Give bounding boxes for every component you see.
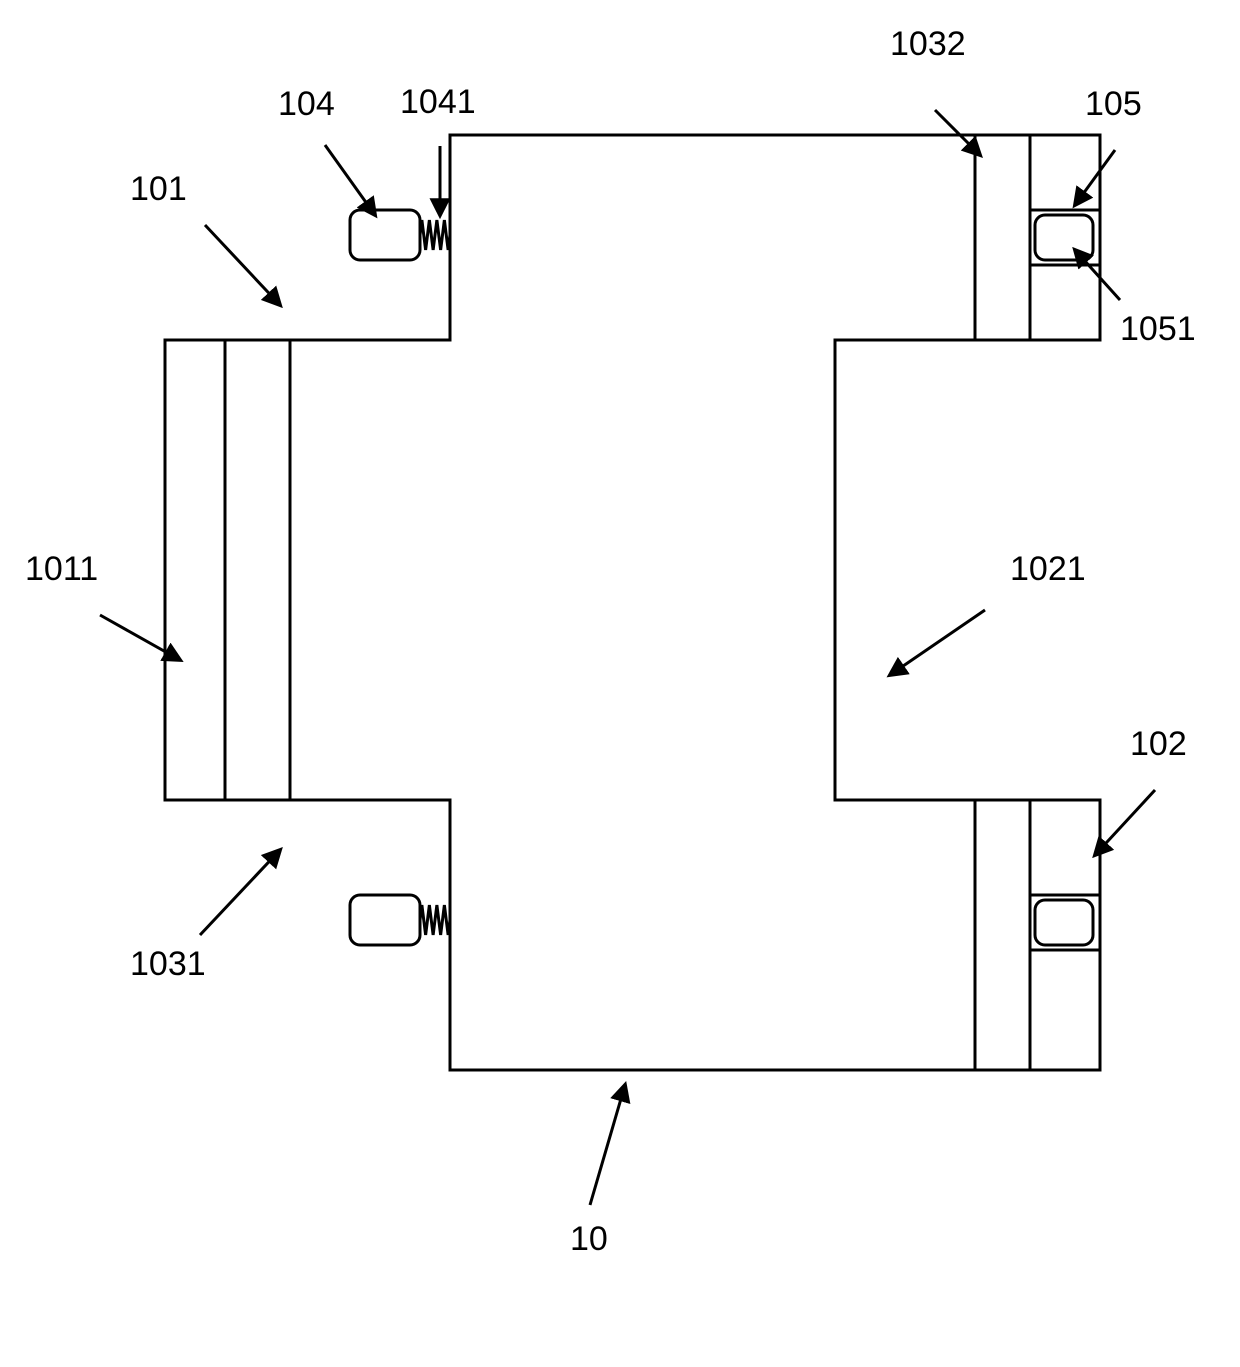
right-tab-bot-upper <box>1030 800 1100 895</box>
leader-105 <box>1075 150 1115 205</box>
button-bottom-left <box>350 895 420 945</box>
leader-1011 <box>100 615 180 660</box>
spring-top <box>420 220 450 250</box>
right-col-bottom <box>1030 800 1100 1070</box>
button-bottom-right <box>1035 900 1093 945</box>
label-1051: 1051 <box>1120 310 1196 348</box>
label-1032: 1032 <box>890 25 966 63</box>
leader-1021 <box>890 610 985 675</box>
shelf-left <box>165 340 290 800</box>
right-tab-top-upper <box>1030 135 1100 210</box>
leader-10 <box>590 1085 625 1205</box>
leader-102 <box>1095 790 1155 855</box>
right-tab-bot-lower <box>1030 950 1100 1070</box>
label-104: 104 <box>278 85 335 123</box>
label-1011: 1011 <box>25 550 98 588</box>
right-col-top <box>1030 135 1100 340</box>
button-1051 <box>1035 215 1093 260</box>
leader-101 <box>205 225 280 305</box>
leader-1051 <box>1075 250 1120 300</box>
leader-1032 <box>935 110 980 155</box>
label-1041: 1041 <box>400 83 476 121</box>
main-outline <box>290 135 1030 1070</box>
label-102: 102 <box>1130 725 1187 763</box>
label-1021: 1021 <box>1010 550 1086 588</box>
label-105: 105 <box>1085 85 1142 123</box>
spring-bottom <box>420 905 450 935</box>
label-1031: 1031 <box>130 945 206 983</box>
label-10: 10 <box>570 1220 608 1258</box>
button-104 <box>350 210 420 260</box>
label-101: 101 <box>130 170 187 208</box>
right-tab-top-lower <box>1030 265 1100 340</box>
leader-104 <box>325 145 375 215</box>
leader-1031 <box>200 850 280 935</box>
